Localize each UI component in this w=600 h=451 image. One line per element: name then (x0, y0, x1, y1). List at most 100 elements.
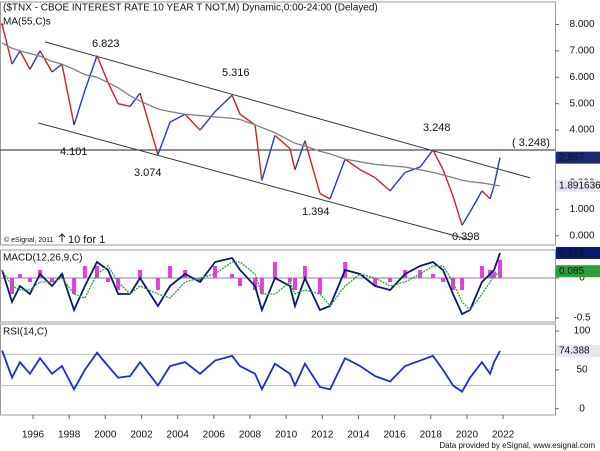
histogram-bar (430, 274, 435, 278)
price-segment (169, 113, 186, 123)
price-segment (231, 94, 241, 115)
price-segment (139, 92, 159, 155)
price-segment (61, 63, 75, 125)
histogram-bar (238, 278, 243, 286)
annotation: 10 for 1 (68, 234, 105, 246)
price-segment (129, 92, 141, 107)
annotation: 4.101 (60, 146, 88, 158)
y-tick-label: 7.000 (569, 46, 594, 57)
last-value-label: 2.957 (559, 152, 584, 163)
price-segment (84, 55, 98, 91)
histogram-bar (82, 266, 87, 278)
panel-label: MACD(12,26,9,C) (3, 253, 82, 264)
annotation: ( 3.248) (512, 137, 550, 149)
series-line (1, 350, 501, 393)
y-tick-label: 8.000 (569, 19, 594, 30)
x-tick-label: 2006 (203, 430, 226, 441)
y-tick-label: 1.000 (569, 204, 594, 215)
histogram-bar (138, 270, 143, 278)
series-line (1, 252, 501, 316)
trend-line (38, 122, 471, 241)
histogram-bar (388, 278, 393, 282)
panel-label: MA(55,C)s (3, 17, 51, 28)
price-segment (29, 50, 41, 70)
histogram-bar (116, 278, 121, 290)
annotation: 3.074 (134, 167, 162, 179)
x-tick-label: 1996 (22, 430, 45, 441)
histogram-bar (17, 274, 22, 278)
price-segment (359, 169, 376, 179)
x-tick-label: 2020 (456, 430, 479, 441)
price-segment (304, 140, 321, 194)
histogram-bar (72, 278, 77, 294)
price-segment (239, 113, 256, 126)
histogram-bar (213, 266, 218, 278)
histogram-bar (479, 266, 484, 278)
annotation: 6.823 (92, 38, 120, 50)
price-segment (461, 211, 471, 226)
histogram-bar (358, 278, 363, 279)
annotation: © eSignal, 2011 (4, 236, 54, 244)
histogram-bar (168, 266, 173, 278)
annotation: 3.248 (423, 122, 451, 134)
x-tick-label: 2010 (275, 430, 298, 441)
price-segment (96, 55, 109, 83)
price-segment (214, 94, 233, 113)
x-tick-label: 2000 (94, 430, 117, 441)
histogram-bar (259, 278, 264, 294)
histogram-bar (272, 262, 277, 278)
x-tick-label: 2022 (492, 430, 515, 441)
price-segment (118, 103, 131, 108)
price-segment (389, 171, 406, 192)
histogram-bar (373, 278, 378, 286)
price-segment (39, 50, 53, 73)
price-segment (157, 121, 171, 155)
last-value-label: 0.085 (559, 266, 584, 277)
y-tick-label: 0 (579, 273, 585, 284)
price-segment (289, 148, 296, 170)
price-segment (344, 158, 361, 171)
histogram-bar (451, 278, 456, 290)
histogram-bar (0, 278, 5, 279)
price-segment (442, 169, 454, 197)
histogram-bar (492, 271, 497, 278)
histogram-bar (468, 278, 473, 279)
y-tick-label: 0.000 (569, 230, 594, 241)
histogram-bar (230, 274, 235, 278)
y-tick-label: 0 (579, 403, 585, 414)
price-segment (319, 192, 331, 200)
price-segment (199, 111, 216, 131)
value-box (556, 344, 600, 357)
x-tick-label: 2016 (383, 430, 406, 441)
price-segment (11, 50, 21, 65)
x-tick-label: 1998 (58, 430, 81, 441)
x-tick-label: 2018 (420, 430, 443, 441)
price-segment (452, 195, 463, 226)
histogram-bar (287, 278, 292, 282)
price-segment (73, 90, 86, 126)
price-segment (1, 24, 13, 65)
histogram-bar (128, 278, 133, 279)
x-tick-label: 2002 (130, 430, 153, 441)
price-segment (469, 190, 483, 213)
series-line (1, 42, 501, 187)
price-segment (432, 149, 444, 171)
price-segment (274, 134, 291, 150)
price-segment (493, 157, 501, 186)
trend-line (44, 41, 531, 179)
panel-label: RSI(14,C) (3, 327, 47, 338)
split-arrow (58, 233, 66, 242)
y-tick-label: 4.000 (569, 125, 594, 136)
chart-title: ($TNX - CBOE INTEREST RATE 10 YEAR T NOT… (3, 3, 378, 14)
annotation: 5.316 (222, 67, 250, 79)
histogram-bar (95, 266, 100, 278)
histogram-bar (27, 278, 32, 282)
histogram-bar (317, 278, 322, 294)
price-segment (329, 158, 346, 200)
last-value-label: 0.313 (559, 248, 584, 259)
price-segment (489, 185, 495, 199)
price-segment (254, 124, 263, 181)
last-value-label: 1.891636 (559, 180, 600, 191)
